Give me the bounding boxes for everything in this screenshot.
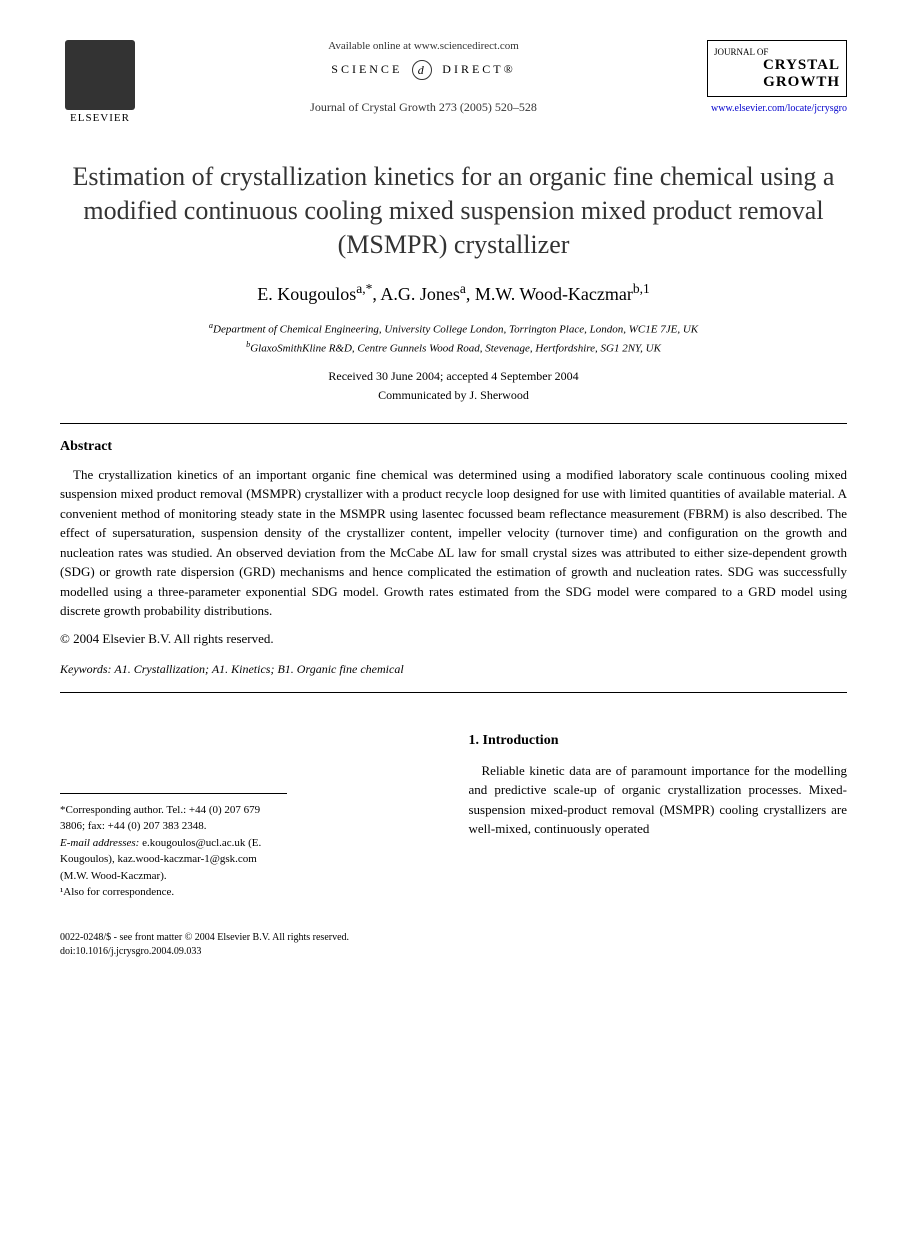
- available-online-text: Available online at www.sciencedirect.co…: [160, 40, 687, 52]
- header-row: ELSEVIER Available online at www.science…: [60, 40, 847, 130]
- intro-heading: 1. Introduction: [469, 733, 848, 749]
- also-correspondence: ¹Also for correspondence.: [60, 884, 287, 901]
- author-1-sup: a,*: [356, 281, 372, 296]
- elsevier-logo: ELSEVIER: [60, 40, 140, 130]
- authors-line: E. Kougoulosa,*, A.G. Jonesa, M.W. Wood-…: [60, 281, 847, 305]
- left-column: *Corresponding author. Tel.: +44 (0) 207…: [60, 733, 439, 901]
- article-title: Estimation of crystallization kinetics f…: [60, 160, 847, 261]
- keywords-values: A1. Crystallization; A1. Kinetics; B1. O…: [114, 662, 403, 676]
- science-direct-logo: SCIENCE d DIRECT®: [160, 60, 687, 80]
- copyright-line: © 2004 Elsevier B.V. All rights reserved…: [60, 631, 847, 647]
- journal-box-inner: JOURNAL OF CRYSTAL GROWTH: [707, 40, 847, 97]
- author-3: M.W. Wood-Kaczmar: [475, 284, 633, 304]
- footnotes-block: *Corresponding author. Tel.: +44 (0) 207…: [60, 793, 287, 901]
- divider-top: [60, 423, 847, 424]
- author-2: A.G. Jones: [380, 284, 460, 304]
- affiliation-a: Department of Chemical Engineering, Univ…: [213, 324, 698, 336]
- author-1: E. Kougoulos: [257, 284, 356, 304]
- keywords-label: Keywords:: [60, 662, 112, 676]
- journal-citation: Journal of Crystal Growth 273 (2005) 520…: [160, 100, 687, 115]
- journal-of-label: JOURNAL OF: [714, 47, 840, 57]
- sd-at-icon: d: [412, 60, 432, 80]
- abstract-heading: Abstract: [60, 439, 847, 455]
- email-label: E-mail addresses:: [60, 837, 139, 849]
- footer-block: 0022-0248/$ - see front matter © 2004 El…: [60, 931, 847, 959]
- affiliation-b: GlaxoSmithKline R&D, Centre Gunnels Wood…: [250, 342, 661, 354]
- science-label: SCIENCE: [331, 62, 402, 76]
- journal-box: JOURNAL OF CRYSTAL GROWTH www.elsevier.c…: [707, 40, 847, 114]
- center-header: Available online at www.sciencedirect.co…: [140, 40, 707, 115]
- journal-url[interactable]: www.elsevier.com/locate/jcrysgro: [707, 103, 847, 114]
- keywords-line: Keywords: A1. Crystallization; A1. Kinet…: [60, 662, 847, 677]
- email-line: E-mail addresses: e.kougoulos@ucl.ac.uk …: [60, 835, 287, 885]
- abstract-text: The crystallization kinetics of an impor…: [60, 465, 847, 621]
- intro-text: Reliable kinetic data are of paramount i…: [469, 761, 848, 839]
- two-column-area: *Corresponding author. Tel.: +44 (0) 207…: [60, 733, 847, 901]
- direct-label: DIRECT®: [442, 62, 515, 76]
- elsevier-tree-icon: [65, 40, 135, 110]
- elsevier-label: ELSEVIER: [70, 112, 130, 124]
- divider-bottom: [60, 692, 847, 693]
- right-column: 1. Introduction Reliable kinetic data ar…: [469, 733, 848, 901]
- received-dates: Received 30 June 2004; accepted 4 Septem…: [60, 369, 847, 384]
- footer-doi: doi:10.1016/j.jcrysgro.2004.09.033: [60, 945, 847, 959]
- affiliations: aDepartment of Chemical Engineering, Uni…: [60, 320, 847, 356]
- author-3-sup: b,1: [633, 281, 650, 296]
- corresponding-author: *Corresponding author. Tel.: +44 (0) 207…: [60, 802, 287, 835]
- author-2-sup: a: [460, 281, 466, 296]
- journal-name: CRYSTAL GROWTH: [714, 57, 840, 90]
- footer-front-matter: 0022-0248/$ - see front matter © 2004 El…: [60, 931, 847, 945]
- communicated-by: Communicated by J. Sherwood: [60, 388, 847, 403]
